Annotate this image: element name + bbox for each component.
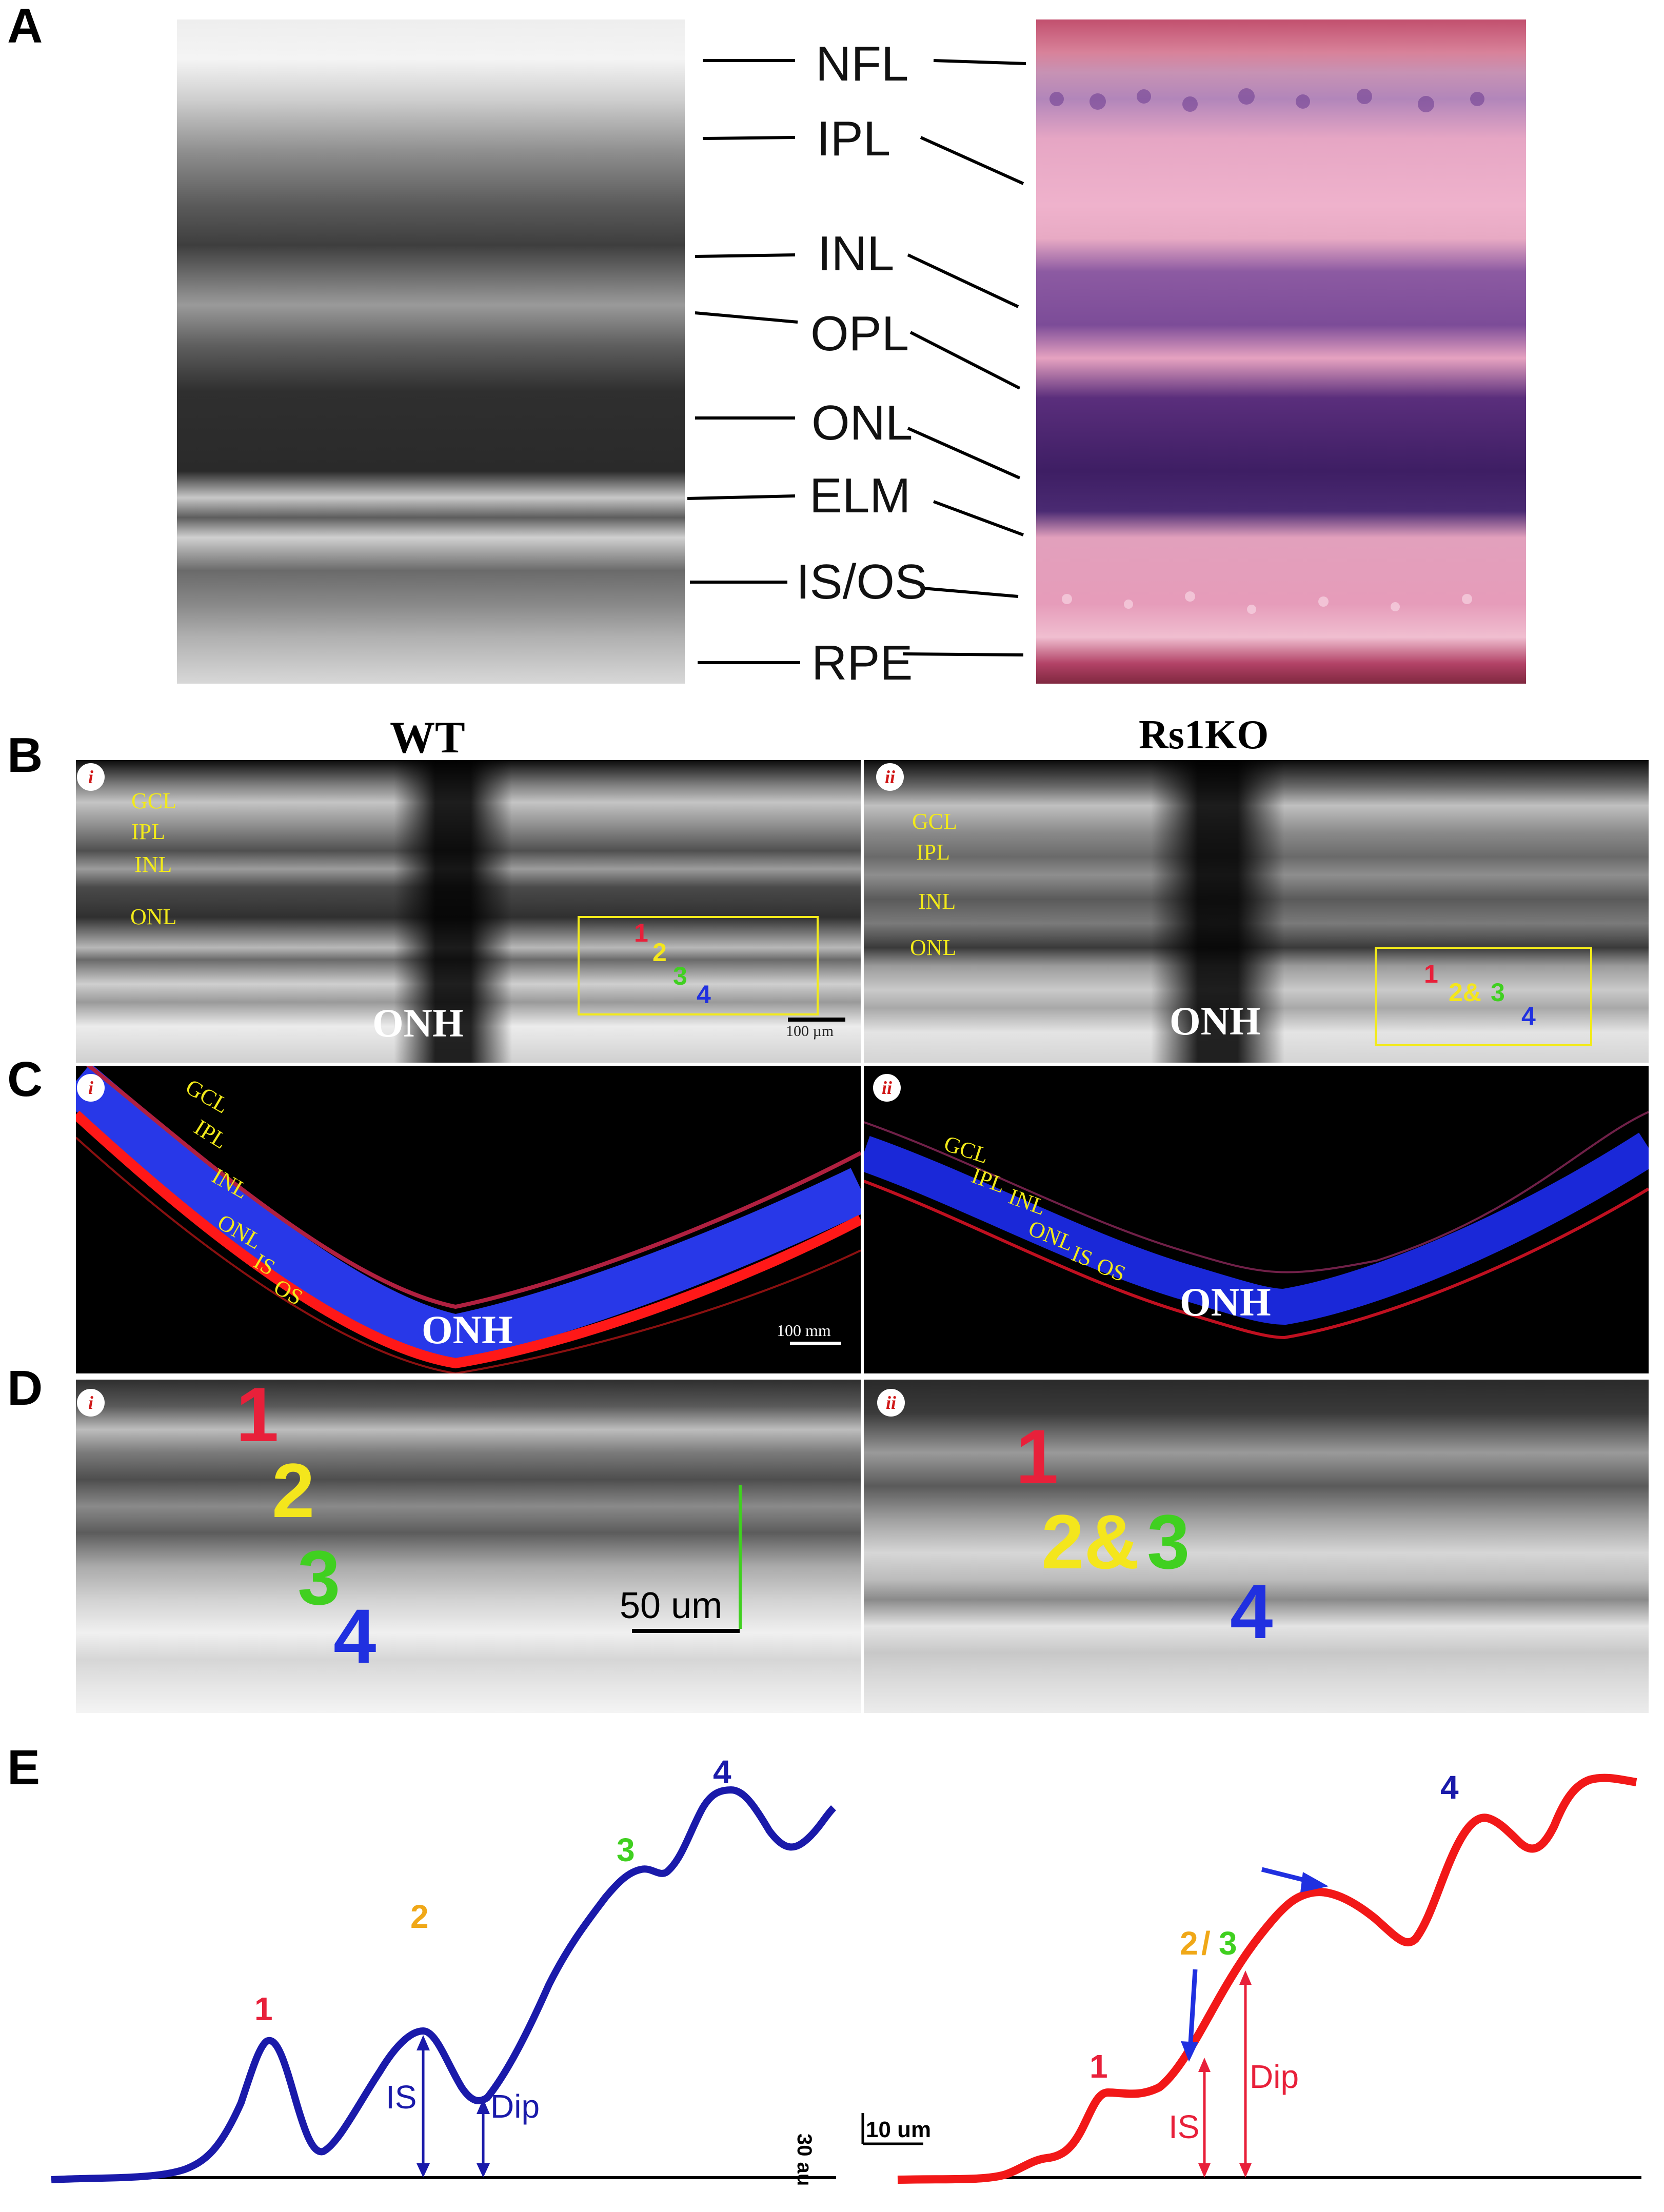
- d-ko-mark-3: 3: [1147, 1499, 1190, 1585]
- title-rs1ko: Rs1KO: [1139, 712, 1269, 758]
- c-wt-scale-bar: [790, 1342, 841, 1345]
- b-wt-label-gcl: GCL: [131, 788, 176, 813]
- layer-label-nfl: NFL: [816, 36, 909, 91]
- e-wt-peak-2: 2: [410, 1898, 429, 1935]
- d-ko-mark-1: 1: [1016, 1413, 1059, 1500]
- badge-b-ii: ii: [876, 763, 904, 791]
- e-ko-profile-curve: [897, 1773, 1637, 2184]
- b-ko-mark-3: 3: [1491, 978, 1505, 1007]
- b-wt-mark-3: 3: [673, 962, 687, 990]
- d-wt-mark-3: 3: [298, 1535, 341, 1621]
- b-ko-mark-1: 1: [1424, 960, 1438, 988]
- badge-b-i: i: [77, 763, 105, 791]
- b-wt-label-inl: INL: [134, 852, 172, 877]
- d-wt-vertical-scale: [739, 1485, 742, 1629]
- layer-label-elm: ELM: [809, 468, 911, 523]
- panel-d-ko-oct-zoom: [864, 1380, 1649, 1713]
- b-wt-mark-1: 1: [634, 919, 648, 947]
- layer-label-ipl: IPL: [817, 111, 891, 166]
- panel-e-profiles: [51, 1773, 1641, 2184]
- badge-d-i: i: [77, 1389, 105, 1417]
- panel-c-ko-fluorescence: [864, 1066, 1649, 1373]
- d-wt-horizontal-scale: [632, 1629, 740, 1633]
- panel-b-ko-oct: [864, 760, 1649, 1063]
- e-ko-peak-3: 3: [1219, 1925, 1237, 1962]
- layer-label-onl: ONL: [811, 395, 913, 450]
- e-scale-vertical-label: 30 au: [793, 2134, 816, 2186]
- e-wt-peak-1: 1: [254, 1990, 273, 2027]
- e-ko-peak-2: 2: [1180, 1925, 1198, 1962]
- e-wt-dip-label: Dip: [490, 2088, 540, 2125]
- b-ko-label-gcl: GCL: [912, 809, 957, 834]
- b-wt-onh-label: ONH: [372, 1001, 464, 1045]
- panel-b-wt-oct: [76, 760, 861, 1063]
- b-wt-scale-label: 100 µm: [786, 1023, 834, 1040]
- panel-a-histology-image: [1036, 19, 1526, 684]
- b-wt-label-onl: ONL: [130, 904, 177, 929]
- d-wt-scale-label: 50 um: [620, 1585, 723, 1626]
- e-ko-peak-slash: /: [1201, 1925, 1211, 1962]
- d-ko-mark-4: 4: [1230, 1568, 1273, 1655]
- d-wt-mark-2: 2: [272, 1447, 315, 1533]
- b-ko-onh-label: ONH: [1170, 999, 1261, 1043]
- b-wt-mark-4: 4: [697, 980, 711, 1009]
- panel-a-connector-lines: [687, 59, 1026, 664]
- e-scale-horizontal-label: 10 um: [866, 2117, 932, 2142]
- b-ko-label-ipl: IPL: [916, 840, 950, 865]
- d-wt-mark-1: 1: [236, 1371, 279, 1458]
- panel-letter-e: E: [7, 1740, 41, 1795]
- d-ko-mark-2and: 2&: [1041, 1499, 1140, 1585]
- badge-c-i: i: [77, 1074, 105, 1102]
- e-ko-dip-label: Dip: [1250, 2058, 1299, 2095]
- b-wt-roi-box: [578, 916, 819, 1015]
- panel-a-oct-image: [177, 19, 685, 684]
- c-wt-scale-label: 100 mm: [777, 1321, 831, 1340]
- c-wt-onh-label: ONH: [422, 1307, 513, 1352]
- panel-letter-d: D: [7, 1361, 43, 1416]
- e-wt-is-label: IS: [386, 2079, 417, 2116]
- b-ko-mark-4: 4: [1521, 1002, 1536, 1030]
- layer-label-rpe: RPE: [811, 635, 913, 690]
- panel-d-wt-oct-zoom: [76, 1380, 861, 1713]
- b-ko-mark-2and: 2&: [1449, 978, 1481, 1007]
- panel-letter-c: C: [7, 1052, 43, 1107]
- e-wt-peak-3: 3: [617, 1831, 635, 1868]
- e-wt-profile-curve: [51, 1786, 837, 2183]
- layer-label-opl: OPL: [810, 306, 909, 361]
- b-ko-label-inl: INL: [918, 889, 956, 914]
- panel-c-wt-fluorescence: [76, 1066, 861, 1373]
- b-wt-label-ipl: IPL: [131, 819, 165, 844]
- b-ko-roi-box: [1375, 947, 1592, 1046]
- panel-letter-b: B: [7, 728, 43, 783]
- badge-d-ii: ii: [877, 1389, 905, 1417]
- b-ko-label-onl: ONL: [910, 935, 957, 960]
- b-wt-scale-bar: [788, 1018, 845, 1022]
- panel-letter-a: A: [7, 0, 43, 53]
- title-wt: WT: [390, 713, 465, 763]
- c-ko-onh-label: ONH: [1180, 1280, 1271, 1324]
- e-ko-peak-4: 4: [1440, 1769, 1459, 1806]
- d-wt-mark-4: 4: [333, 1593, 377, 1679]
- b-wt-mark-2: 2: [652, 938, 667, 967]
- layer-label-isos: IS/OS: [796, 554, 928, 609]
- e-ko-peak-1: 1: [1089, 2048, 1108, 2085]
- e-wt-peak-4: 4: [713, 1753, 731, 1790]
- badge-c-ii: ii: [873, 1074, 901, 1102]
- e-ko-is-label: IS: [1168, 2108, 1200, 2145]
- layer-label-inl: INL: [818, 226, 895, 281]
